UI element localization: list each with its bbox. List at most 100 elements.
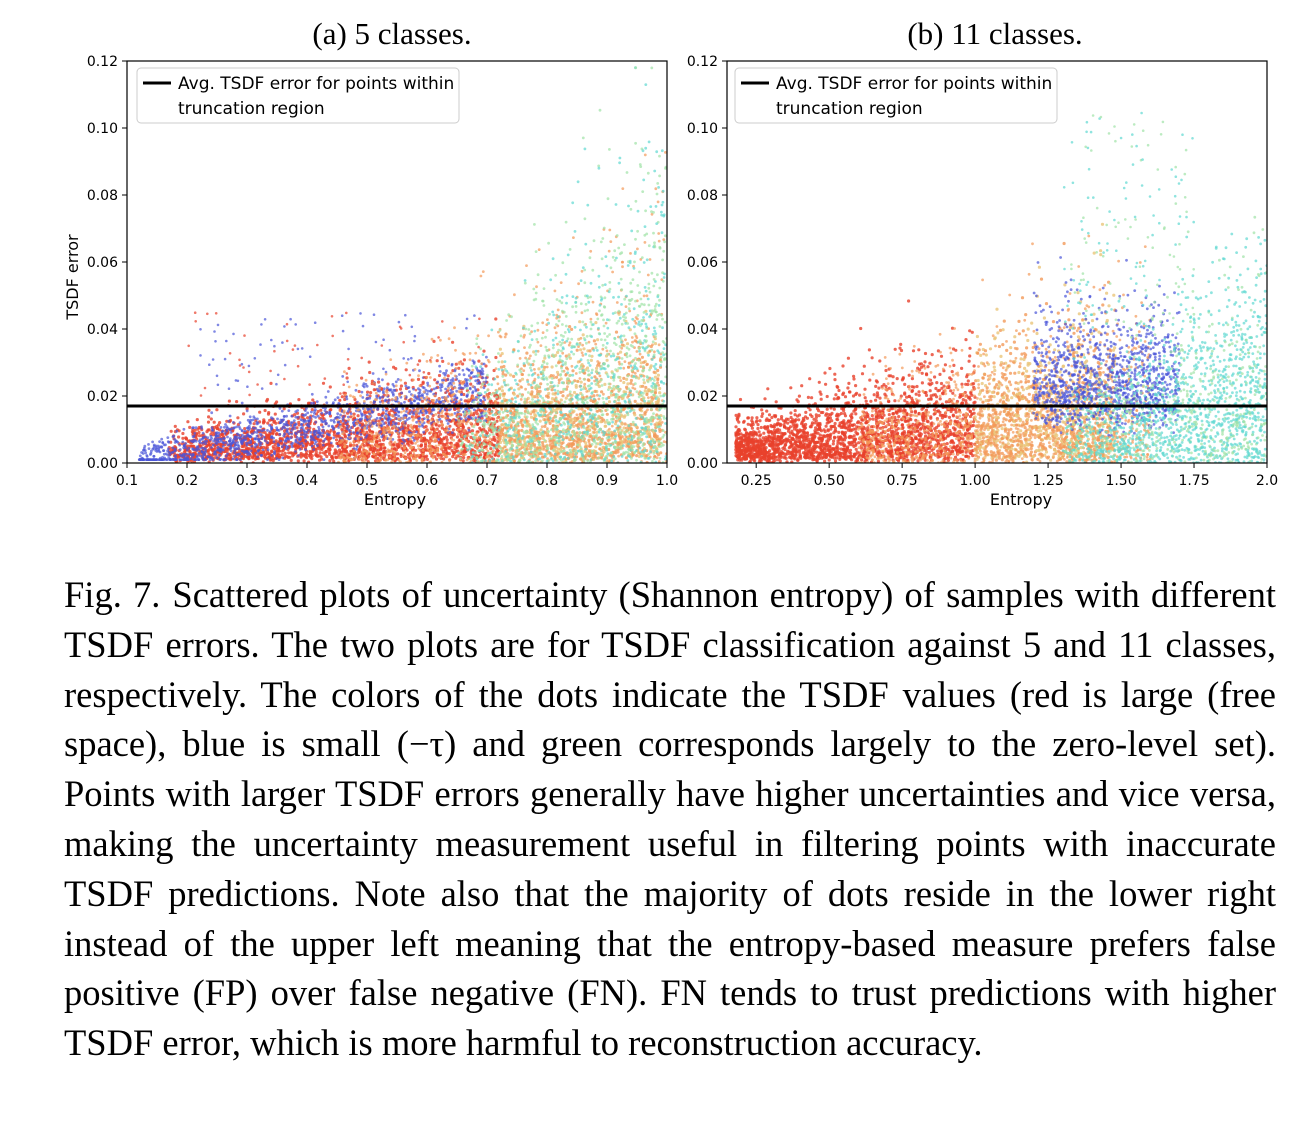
data-point	[255, 422, 259, 426]
data-point	[454, 348, 457, 352]
data-point	[247, 441, 251, 445]
data-point	[216, 426, 220, 430]
data-point	[227, 419, 231, 423]
data-point	[328, 410, 332, 414]
data-point	[475, 439, 479, 443]
data-point	[410, 453, 413, 457]
data-point	[178, 458, 182, 461]
data-point	[378, 389, 381, 393]
data-point	[455, 400, 458, 403]
data-point	[228, 439, 231, 443]
data-point	[188, 444, 192, 448]
data-point	[396, 422, 401, 426]
data-point	[231, 440, 235, 443]
data-point	[403, 451, 407, 454]
data-point	[283, 439, 287, 443]
data-point	[278, 432, 282, 436]
data-point	[589, 398, 593, 402]
data-point	[649, 364, 653, 368]
data-point	[144, 451, 148, 455]
data-point	[457, 366, 461, 370]
data-point	[500, 389, 504, 393]
data-point	[492, 435, 496, 439]
data-point	[195, 445, 199, 449]
data-point	[359, 455, 362, 458]
data-point	[377, 380, 381, 384]
data-point	[289, 424, 293, 427]
data-point	[525, 351, 529, 355]
data-point	[270, 435, 274, 438]
data-point	[301, 416, 305, 420]
data-point	[444, 448, 448, 452]
data-point	[631, 340, 634, 344]
data-point	[397, 414, 400, 418]
data-point	[417, 394, 421, 397]
data-point	[282, 434, 286, 438]
data-point	[496, 401, 500, 405]
data-point	[381, 414, 384, 417]
data-point	[271, 459, 275, 463]
data-point	[533, 377, 537, 381]
data-point	[235, 400, 239, 404]
data-point	[256, 417, 259, 421]
data-point	[255, 434, 259, 438]
data-point	[396, 452, 400, 456]
data-point	[594, 321, 598, 325]
data-point	[187, 446, 191, 450]
data-point	[511, 374, 516, 378]
data-point	[215, 408, 219, 412]
data-point	[377, 412, 381, 417]
data-point	[369, 391, 373, 395]
data-point	[211, 443, 215, 447]
data-point	[361, 396, 365, 399]
data-point	[494, 317, 498, 321]
data-point	[519, 398, 523, 401]
data-point	[587, 378, 591, 382]
data-point	[479, 385, 483, 389]
data-point	[233, 451, 236, 454]
data-point	[361, 446, 365, 450]
data-point	[314, 416, 317, 419]
data-point	[218, 421, 222, 425]
data-point	[546, 318, 549, 321]
data-point	[355, 447, 358, 451]
data-point	[568, 325, 572, 329]
data-point	[461, 362, 465, 366]
data-point	[424, 440, 428, 444]
data-point	[230, 427, 234, 431]
data-point	[382, 422, 386, 426]
data-point	[190, 459, 194, 463]
data-point	[359, 419, 362, 422]
data-point	[386, 382, 390, 386]
data-point	[379, 456, 383, 459]
data-point	[444, 435, 448, 439]
data-point	[630, 336, 634, 339]
data-point	[502, 364, 506, 369]
data-point	[324, 450, 328, 454]
data-point	[321, 431, 325, 435]
data-point	[468, 352, 472, 355]
data-point	[472, 408, 476, 412]
data-point	[261, 448, 265, 452]
data-point	[622, 440, 626, 444]
data-point	[266, 421, 270, 425]
data-point	[469, 435, 473, 439]
data-point	[326, 390, 330, 393]
data-point	[482, 349, 486, 353]
data-point	[309, 430, 313, 434]
data-point	[363, 410, 367, 414]
data-point	[334, 424, 338, 428]
data-point	[416, 377, 421, 381]
data-point	[610, 436, 614, 440]
data-point	[508, 438, 511, 442]
data-point	[375, 398, 378, 402]
data-point	[451, 428, 455, 432]
data-point	[412, 412, 415, 416]
data-point	[210, 446, 213, 449]
data-point	[592, 394, 596, 398]
data-point	[583, 382, 587, 386]
data-point	[378, 400, 382, 404]
data-point	[481, 372, 485, 376]
data-point	[242, 450, 246, 453]
data-point	[386, 448, 390, 452]
